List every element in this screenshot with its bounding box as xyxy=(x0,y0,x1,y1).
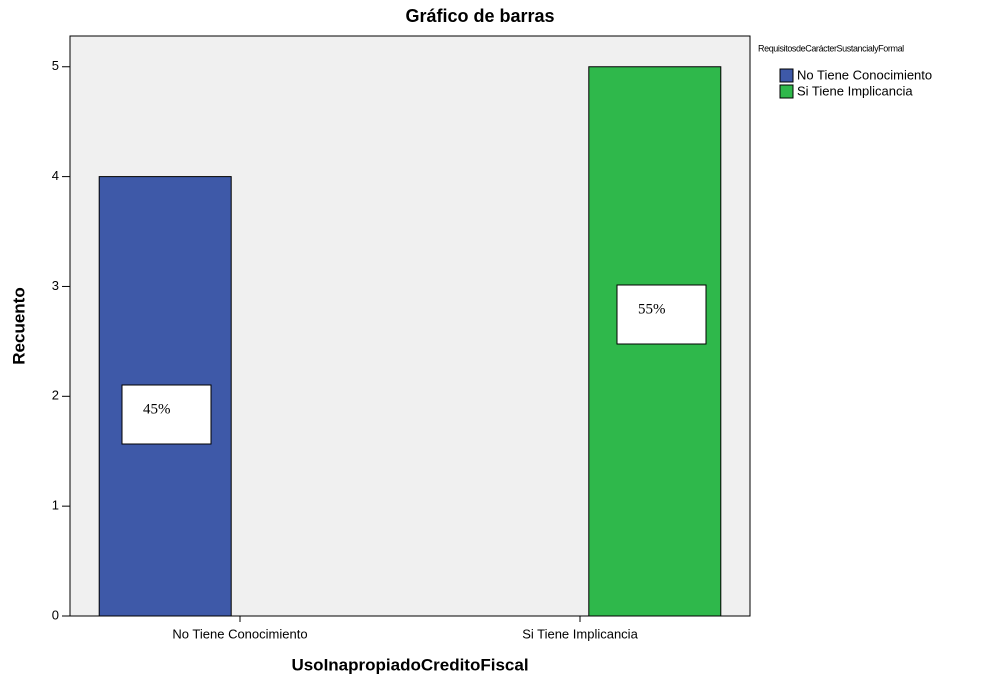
annotation-box xyxy=(121,384,212,445)
y-tick-label: 1 xyxy=(52,498,59,513)
x-axis-label: UsoInapropiadoCreditoFiscal xyxy=(291,655,528,674)
legend-title: RequisitosdeCarácterSustancialyFormal xyxy=(758,43,904,53)
annotation-box xyxy=(616,284,707,345)
y-tick-label: 3 xyxy=(52,278,59,293)
annotation: 55% xyxy=(638,301,666,317)
x-tick-label: Si Tiene Implicancia xyxy=(522,626,638,641)
legend-label: No Tiene Conocimiento xyxy=(797,67,932,82)
y-tick-label: 5 xyxy=(52,58,59,73)
legend-swatch xyxy=(779,68,794,83)
y-axis-label: Recuento xyxy=(9,287,28,364)
annotation: 45% xyxy=(143,401,171,417)
chart-title: Gráfico de barras xyxy=(405,6,554,26)
y-tick-label: 4 xyxy=(52,168,59,183)
y-tick-label: 2 xyxy=(52,388,59,403)
y-tick-label: 0 xyxy=(52,607,59,622)
legend-swatch xyxy=(779,84,794,99)
legend-label: Si Tiene Implicancia xyxy=(797,83,913,98)
x-tick-label: No Tiene Conocimiento xyxy=(172,626,307,641)
